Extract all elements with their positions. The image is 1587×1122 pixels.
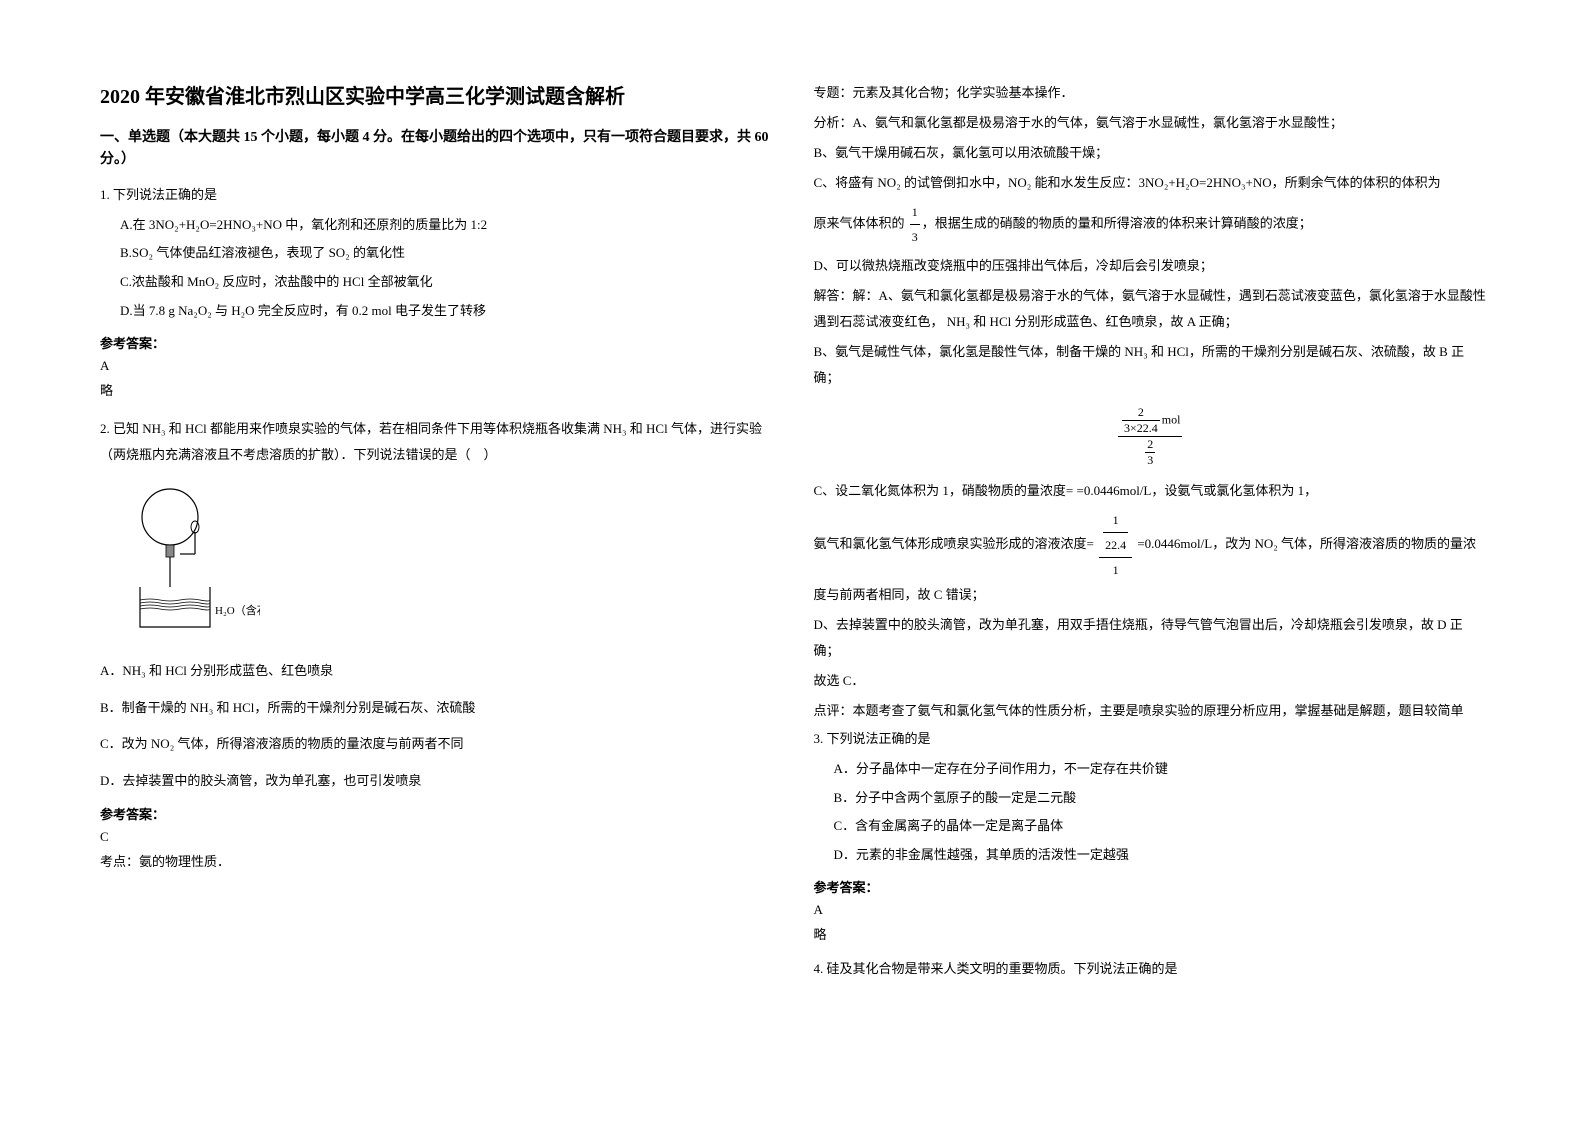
fraction-1-3: 1 3 xyxy=(910,200,920,249)
q2-option-d: D．去掉装置中的胶头滴管，改为单孔塞，也可引发喷泉 xyxy=(100,767,774,796)
f3-d: 22.4 xyxy=(1103,533,1128,557)
diagram-label: H₂O（含石蕊试液） xyxy=(215,603,260,617)
q1-option-d: D.当 7.8 g Na₂O₂ 与 H₂O 完全反应时，有 0.2 mol 电子… xyxy=(100,297,774,326)
q2-answer-label: 参考答案： xyxy=(100,804,774,823)
q3-option-d: D．元素的非金属性越强，其单质的活泼性一定越强 xyxy=(814,841,1488,870)
q2-option-b: B．制备干燥的 NH₃ 和 HCl，所需的干燥剂分别是碱石灰、浓硫酸 xyxy=(100,694,774,723)
q1-answer: A xyxy=(100,358,774,374)
f-d2: 3 xyxy=(1145,453,1155,468)
solve-c-line1: C、设二氧化氮体积为 1，硝酸物质的量浓度= =0.0446mol/L，设氨气或… xyxy=(814,478,1488,504)
q1-answer-label: 参考答案： xyxy=(100,333,774,352)
f-unit: mol xyxy=(1162,412,1181,426)
q3-stem: 3. 下列说法正确的是 xyxy=(814,728,1488,747)
solve-c1-text: C、设二氧化氮体积为 1，硝酸物质的量浓度= xyxy=(814,483,1074,498)
f-n: 2 xyxy=(1122,405,1160,421)
frac-den: 3 xyxy=(910,225,920,249)
q1-option-b: B.SO₂ 气体使品红溶液褪色，表现了 SO₂ 的氧化性 xyxy=(100,239,774,268)
q1-option-a: A.在 3NO₂+H₂O=2HNO₃+NO 中，氧化剂和还原剂的质量比为 1:2 xyxy=(100,211,774,240)
analysis-b: B、氨气干燥用碱石灰，氯化氢可以用浓硫酸干燥； xyxy=(814,140,1488,166)
solve-d: D、去掉装置中的胶头滴管，改为单孔塞，用双手捂住烧瓶，待导气管气泡冒出后，冷却烧… xyxy=(814,612,1488,664)
f3-n: 1 xyxy=(1103,508,1128,533)
q3-answer-label: 参考答案： xyxy=(814,877,1488,896)
solve-c2-text: =0.0446mol/L，设氨气或氯化氢体积为 1， xyxy=(1077,483,1318,498)
q2-option-c: C．改为 NO₂ 气体，所得溶液溶质的物质的量浓度与前两者不同 xyxy=(100,730,774,759)
f3-d2: 1 xyxy=(1099,558,1132,582)
q1-option-c: C.浓盐酸和 MnO₂ 反应时，浓盐酸中的 HCl 全部被氧化 xyxy=(100,268,774,297)
left-column: 2020 年安徽省淮北市烈山区实验中学高三化学测试题含解析 一、单选题（本大题共… xyxy=(100,80,774,1042)
document-title: 2020 年安徽省淮北市烈山区实验中学高三化学测试题含解析 xyxy=(100,80,774,109)
formula-block-1: 23×22.4mol 23 xyxy=(814,405,1488,468)
q3-option-c: C．含有金属离子的晶体一定是离子晶体 xyxy=(814,812,1488,841)
solve-a: 解答：解：A、氨气和氯化氢都是极易溶于水的气体，氨气溶于水显碱性，遇到石蕊试液变… xyxy=(814,283,1488,335)
right-column: 专题：元素及其化合物；化学实验基本操作． 分析：A、氨气和氯化氢都是极易溶于水的… xyxy=(814,80,1488,1042)
analysis-c1: C、将盛有 NO₂ 的试管倒扣水中，NO₂ 能和水发生反应：3NO₂+H₂O=2… xyxy=(814,170,1488,196)
analysis-c2: 原来气体体积的 1 3 ，根据生成的硝酸的物质的量和所得溶液的体积来计算硝酸的浓… xyxy=(814,200,1488,249)
solve-b: B、氨气是碱性气体，氯化氢是酸性气体，制备干燥的 NH₃ 和 HCl，所需的干燥… xyxy=(814,339,1488,391)
apparatus-diagram: H₂O（含石蕊试液） xyxy=(120,482,774,647)
solve-c-line2: 氨气和氯化氢气体形成喷泉实验形成的溶液浓度= 122.4 1 =0.0446mo… xyxy=(814,508,1488,608)
comment: 点评：本题考查了氨气和氯化氢气体的性质分析，主要是喷泉实验的原理分析应用，掌握基… xyxy=(814,698,1488,724)
fraction-complex-1: 23×22.4mol 23 xyxy=(1118,405,1182,468)
q3-option-b: B．分子中含两个氢原子的酸一定是二元酸 xyxy=(814,784,1488,813)
q3-note: 略 xyxy=(814,922,1488,948)
q3-option-a: A．分子晶体中一定存在分子间作用力，不一定存在共价键 xyxy=(814,755,1488,784)
q2-stem: 2. 已知 NH₃ 和 HCl 都能用来作喷泉实验的气体，若在相同条件下用等体积… xyxy=(100,416,774,468)
solve-c3-text: 氨气和氯化氢气体形成喷泉实验形成的溶液浓度= xyxy=(814,536,1094,551)
section-header: 一、单选题（本大题共 15 个小题，每小题 4 分。在每小题给出的四个选项中，只… xyxy=(100,127,774,172)
frac-num: 1 xyxy=(910,200,920,225)
analysis-c2-text: 原来气体体积的 xyxy=(814,215,905,230)
q1-note: 略 xyxy=(100,378,774,404)
topic: 专题：元素及其化合物；化学实验基本操作． xyxy=(814,80,1488,106)
f-n2: 2 xyxy=(1145,437,1155,453)
q1-stem: 1. 下列说法正确的是 xyxy=(100,184,774,203)
q2-option-a: A．NH₃ 和 HCl 分别形成蓝色、红色喷泉 xyxy=(100,657,774,686)
fraction-complex-2: 122.4 1 xyxy=(1099,508,1132,582)
f-d: 3×22.4 xyxy=(1122,421,1160,436)
analysis-c3-text: ，根据生成的硝酸的物质的量和所得溶液的体积来计算硝酸的浓度； xyxy=(922,215,1312,230)
analysis-a: 分析：A、氨气和氯化氢都是极易溶于水的气体，氨气溶于水显碱性，氯化氢溶于水显酸性… xyxy=(814,110,1488,136)
q2-point: 考点：氨的物理性质． xyxy=(100,849,774,875)
q2-answer: C xyxy=(100,829,774,845)
analysis-d: D、可以微热烧瓶改变烧瓶中的压强排出气体后，冷却后会引发喷泉； xyxy=(814,253,1488,279)
q4-stem: 4. 硅及其化合物是带来人类文明的重要物质。下列说法正确的是 xyxy=(814,958,1488,977)
q3-answer: A xyxy=(814,902,1488,918)
conclusion: 故选 C． xyxy=(814,668,1488,694)
